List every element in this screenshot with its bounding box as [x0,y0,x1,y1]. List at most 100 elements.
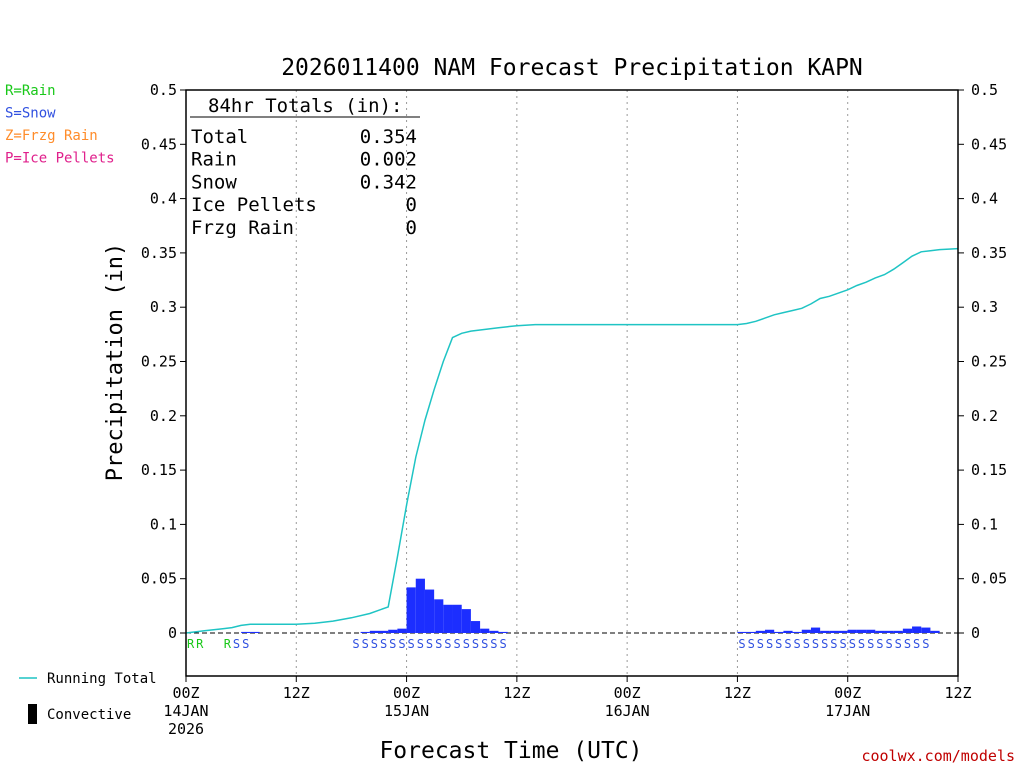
x-tick-label: 00Z [172,684,199,702]
x-tick-label: 12Z [944,684,971,702]
ptype-marker: S [435,637,442,651]
convective-bar [737,631,747,633]
ptype-marker: S [472,637,479,651]
convective-bar [902,628,913,633]
y-tick-label: 0.45 [141,135,177,153]
totals-row-label: Snow [191,171,237,193]
convective-bar [480,628,490,633]
y-tick-label-right: 0.35 [971,244,1007,262]
ptype-marker: S [371,637,378,651]
ptype-marker: S [444,637,451,651]
ptype-marker: R [224,637,232,651]
y-tick-label: 0.15 [141,461,177,479]
y-axis-right: 0 0.05 0.1 0.15 0.2 0.25 0.3 0.35 0.4 0.45 0.5 [958,81,1007,642]
convective-bar [489,630,499,633]
ptype-marker: S [922,637,929,651]
convective-bar [801,629,811,633]
y-tick-label: 0.3 [150,298,177,316]
x-tick-label: 00Z [834,684,861,702]
convective-bar [838,630,848,633]
ptype-marker: S [233,637,240,651]
y-tick-label-right: 0.3 [971,298,998,316]
y-tick-label: 0.1 [150,515,177,533]
convective-bar [379,630,389,633]
y-tick-label-right: 0.05 [971,570,1007,588]
convective-bar [765,629,775,633]
ptype-marker: S [362,637,369,651]
series-legend: Running Total Convective [19,671,157,724]
convective-bar [415,578,425,633]
x-tick-label: 12Z [724,684,751,702]
grid-lines [295,90,849,676]
x-tick-label: 00Z [614,684,641,702]
convective-bar [884,630,894,633]
ptype-legend-item: S=Snow [5,106,56,122]
totals-row-value: 0.354 [360,126,417,148]
y-axis-left: 0 0.05 0.1 0.15 0.2 0.25 0.3 0.35 0.4 0.45 0.5 [141,81,186,642]
ptype-marker: S [840,637,847,651]
convective-bar [452,604,462,633]
convective-bar [424,589,435,633]
ptype-marker: S [766,637,773,651]
ptype-marker: S [803,637,810,651]
y-tick-label-right: 0.2 [971,407,998,425]
ptype-marker: S [380,637,387,651]
convective-bar [388,629,398,633]
x-tick-label: 2026 [168,720,204,738]
ptype-legend-item: R=Rain [5,83,56,99]
y-tick-label: 0.2 [150,407,177,425]
ptype-marker: S [389,637,396,651]
ptype-marker: S [895,637,902,651]
convective-bar [443,604,453,633]
x-tick-label: 14JAN [163,702,208,720]
convective-bar [847,629,857,633]
totals-row-label: Frzg Rain [191,217,294,239]
x-tick-label: 12Z [283,684,310,702]
ptype-marker: S [499,637,506,651]
ptype-legend: R=Rain S=Snow Z=Frzg Rain P=Ice Pellets [5,83,115,167]
totals-row-label: Rain [191,149,237,171]
convective-bar [930,630,940,633]
totals-row-value: 0 [406,194,417,216]
totals-box: 84hr Totals (in): Total 0.354 Rain 0.002 Snow… [190,95,420,239]
x-tick-label: 00Z [393,684,420,702]
y-tick-label-right: 0 [971,624,980,642]
ptype-marker: R [187,637,195,651]
convective-bar [783,630,793,633]
ptype-marker: S [867,637,874,651]
ptype-marker: S [426,637,433,651]
x-axis-label: Forecast Time (UTC) [379,738,642,764]
ptype-marker: S [830,637,837,651]
ptype-marker: S [794,637,801,651]
chart-title: 2026011400 NAM Forecast Precipitation KA… [281,55,863,81]
convective-bar [498,631,508,633]
totals-header: 84hr Totals (in): [208,95,402,117]
ptype-marker: S [242,637,249,651]
convective-bar [470,621,481,633]
y-tick-label: 0 [168,624,177,642]
convective-bar [810,627,821,633]
y-tick-label: 0.25 [141,353,177,371]
convective-bar [461,609,471,633]
y-tick-label-right: 0.5 [971,81,998,99]
ptype-marker: S [738,637,745,651]
credit-text: coolwx.com/models [861,747,1015,765]
running-total-line [185,247,959,634]
convective-bar [912,626,922,633]
convective-bar [792,631,802,633]
convective-bar [893,630,903,633]
convective-bar [406,587,416,633]
totals-row-value: 0 [406,217,417,239]
convective-bar [250,631,260,633]
ptype-legend-item: P=Ice Pellets [5,151,115,167]
ptype-marker: S [885,637,892,651]
series-legend-label: Convective [47,707,131,723]
convective-bar [755,630,765,633]
convective-bar [875,630,885,633]
x-tick-label: 16JAN [605,702,650,720]
convective-bar [866,629,876,633]
convective-bar [921,627,931,633]
y-tick-label-right: 0.4 [971,190,998,208]
